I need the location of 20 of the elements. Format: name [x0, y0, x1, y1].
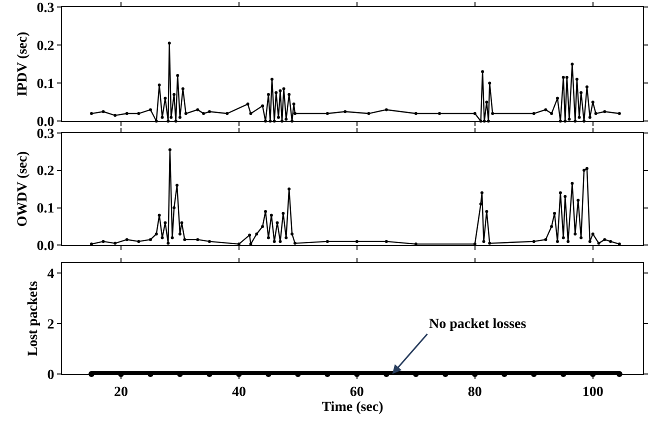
y-tick-label: 0.2 [36, 164, 54, 180]
x-tick-label: 60 [350, 384, 364, 400]
x-axis-title: Time (sec) [322, 400, 384, 416]
y-tick-label: 0.1 [36, 202, 54, 217]
x-tick-label: 40 [232, 384, 246, 400]
y-tick-label: 4 [47, 267, 54, 282]
y-axis-title: OWDV (sec) [15, 150, 30, 227]
y-tick-label: 0.1 [36, 76, 54, 92]
y-tick-label: 0 [47, 368, 54, 383]
y-tick-label: 2 [47, 318, 54, 333]
y-tick-label: 0.0 [36, 239, 54, 254]
y-tick-label: 0.3 [36, 126, 54, 142]
x-tick-label: 20 [114, 384, 128, 400]
x-tick-label: 80 [468, 384, 482, 400]
annotation: No packet losses [429, 317, 527, 332]
y-axis-title: IPDV (sec) [15, 31, 30, 96]
y-axis-title: Lost packets [26, 280, 41, 356]
y-tick-label: 0.2 [36, 38, 54, 54]
x-tick-label: 100 [582, 384, 604, 400]
y-tick-label: 0.3 [36, 0, 54, 16]
